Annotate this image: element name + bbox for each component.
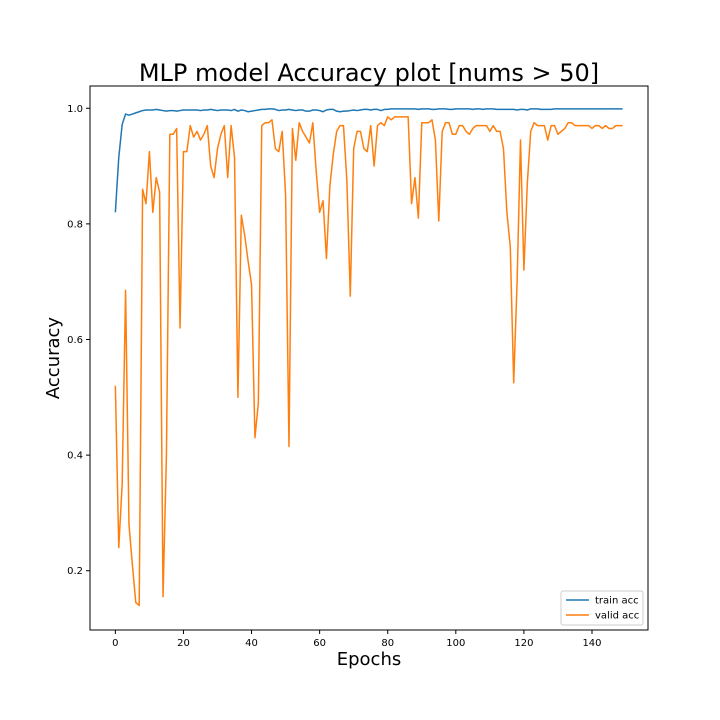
plot-area-frame bbox=[89, 85, 649, 631]
y-tick-label: 0.2 bbox=[67, 566, 83, 577]
series-lines bbox=[114, 108, 623, 607]
x-tick-label: 60 bbox=[313, 638, 326, 649]
y-tick-label: 0.4 bbox=[67, 451, 83, 462]
series-line-train-acc bbox=[114, 108, 623, 213]
x-tick-label: 140 bbox=[582, 638, 601, 649]
x-tick-label: 80 bbox=[381, 638, 394, 649]
x-tick-label: 40 bbox=[245, 638, 258, 649]
x-tick-label: 20 bbox=[177, 638, 190, 649]
chart-title: MLP model Accuracy plot [nums > 50] bbox=[139, 59, 599, 87]
legend: train acc valid acc bbox=[560, 590, 644, 626]
x-tick-label: 0 bbox=[112, 638, 118, 649]
legend-label: train acc bbox=[595, 596, 639, 607]
y-axis-title: Accuracy bbox=[43, 317, 64, 400]
series-line-valid-acc bbox=[114, 116, 623, 607]
x-axis: 0 20 40 60 80 100 120 140 bbox=[112, 630, 602, 649]
x-tick-label: 120 bbox=[514, 638, 533, 649]
legend-label: valid acc bbox=[595, 611, 639, 622]
y-tick-label: 0.8 bbox=[67, 219, 83, 230]
x-axis-title: Epochs bbox=[337, 649, 402, 670]
y-tick-label: 1.0 bbox=[67, 104, 83, 115]
y-tick-label: 0.6 bbox=[67, 335, 83, 346]
y-axis: 0.2 0.4 0.6 0.8 1.0 bbox=[67, 104, 90, 577]
x-tick-label: 100 bbox=[446, 638, 465, 649]
